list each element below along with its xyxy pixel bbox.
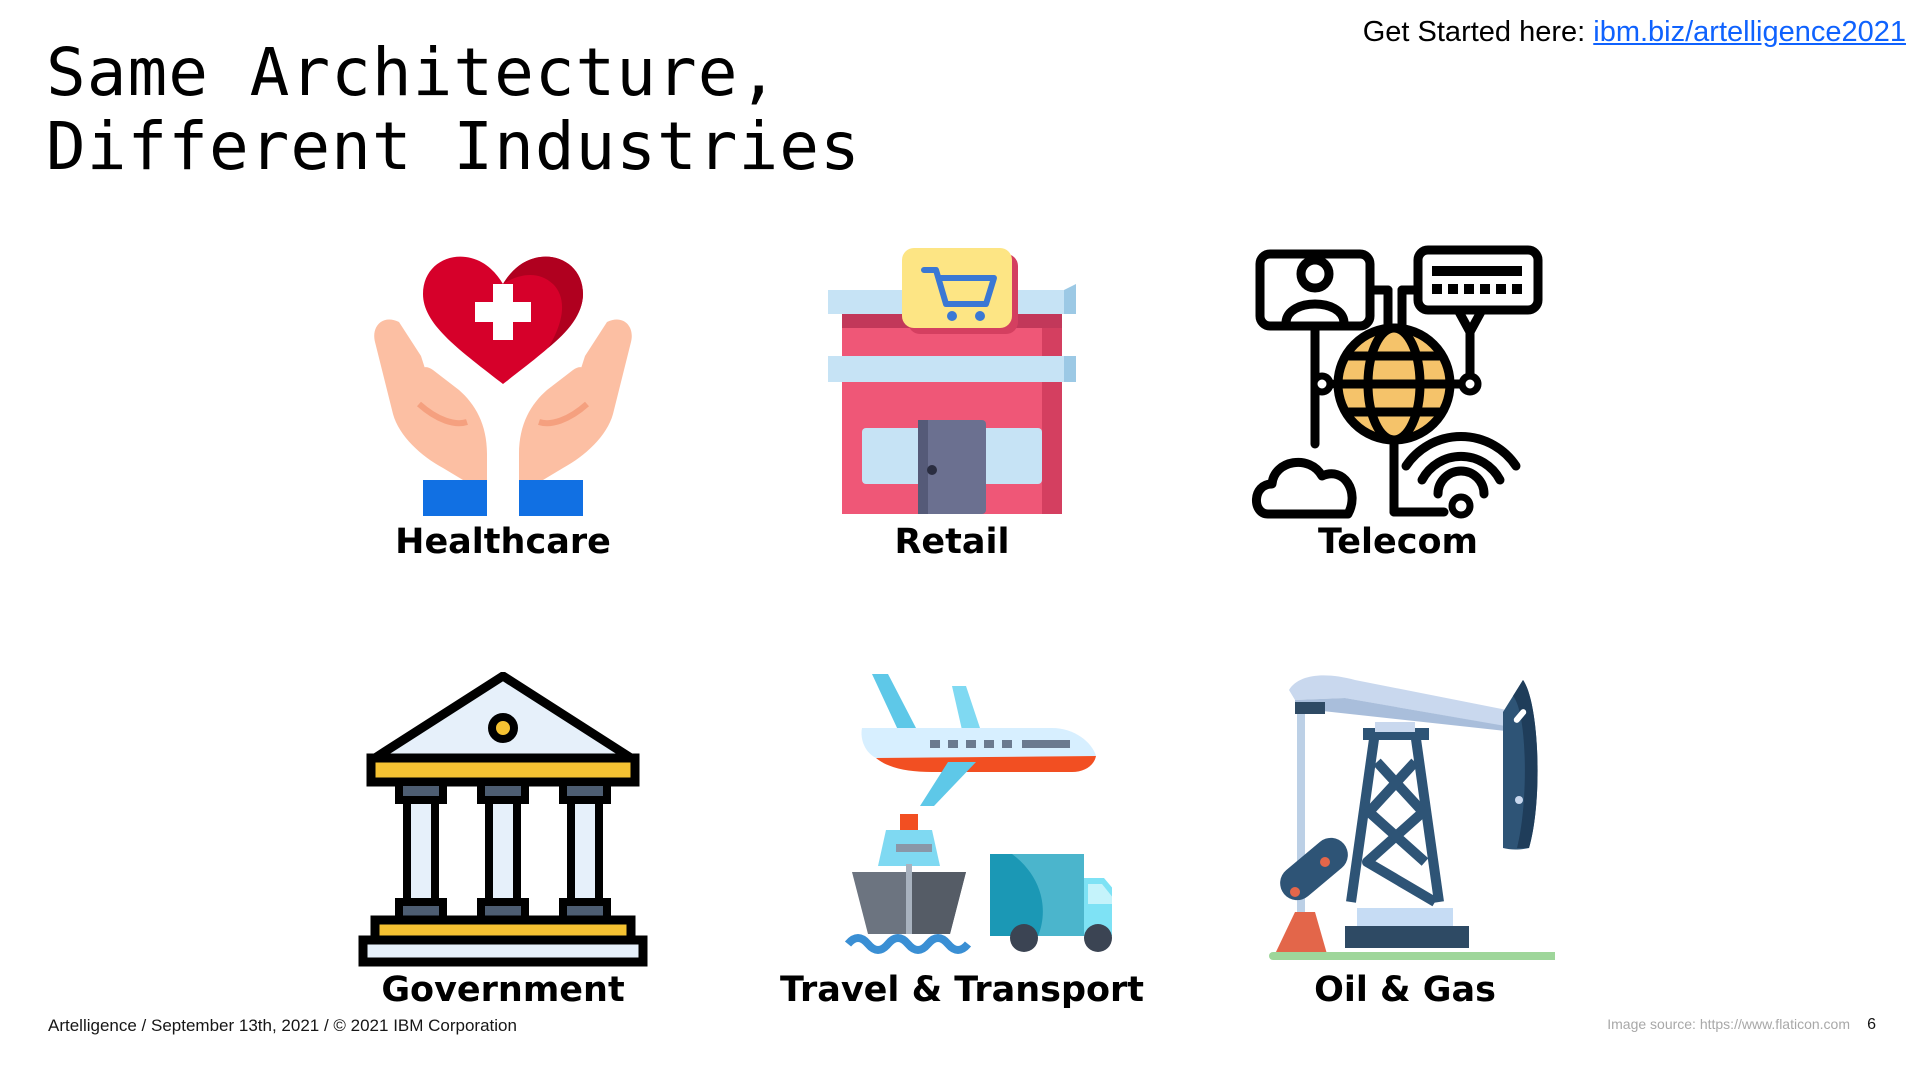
get-started-label: Get Started here:: [1362, 16, 1594, 48]
industry-label-retail: Retail: [894, 522, 1010, 562]
industry-label-government: Government: [381, 970, 625, 1010]
get-started-link[interactable]: ibm.biz/artelligence2021: [1593, 16, 1906, 48]
industry-telecom: Telecom: [1208, 244, 1588, 562]
industry-label-travel-transport: Travel & Transport: [779, 970, 1145, 1010]
title-line-1: Same Architecture,: [46, 34, 780, 111]
industry-label-telecom: Telecom: [1318, 522, 1478, 562]
plane-ship-truck-icon: [844, 674, 1112, 954]
industry-oil-gas: Oil & Gas: [1215, 672, 1595, 1010]
government-building-icon: [358, 672, 648, 967]
industry-retail: Retail: [762, 244, 1142, 562]
footer-text: Artelligence / September 13th, 2021 / © …: [48, 1016, 517, 1035]
heart-hands-icon: [374, 256, 632, 516]
page-number: 6: [1867, 1016, 1876, 1033]
page-title: Same Architecture, Different Industries: [46, 36, 861, 184]
get-started-banner: Get Started here: ibm.biz/artelligence20…: [1363, 16, 1906, 49]
industry-travel-transport: Travel & Transport: [772, 672, 1152, 1010]
industry-government: Government: [313, 672, 693, 1010]
title-line-2: Different Industries: [46, 108, 861, 185]
industry-healthcare: Healthcare: [313, 244, 693, 562]
network-globe-icon: [1252, 245, 1543, 519]
image-source-credit: Image source: https://www.flaticon.com: [1607, 1016, 1850, 1032]
store-icon: [828, 248, 1076, 514]
industry-label-healthcare: Healthcare: [395, 522, 611, 562]
industry-label-oil-gas: Oil & Gas: [1314, 970, 1496, 1010]
oil-pump-icon: [1269, 675, 1555, 960]
